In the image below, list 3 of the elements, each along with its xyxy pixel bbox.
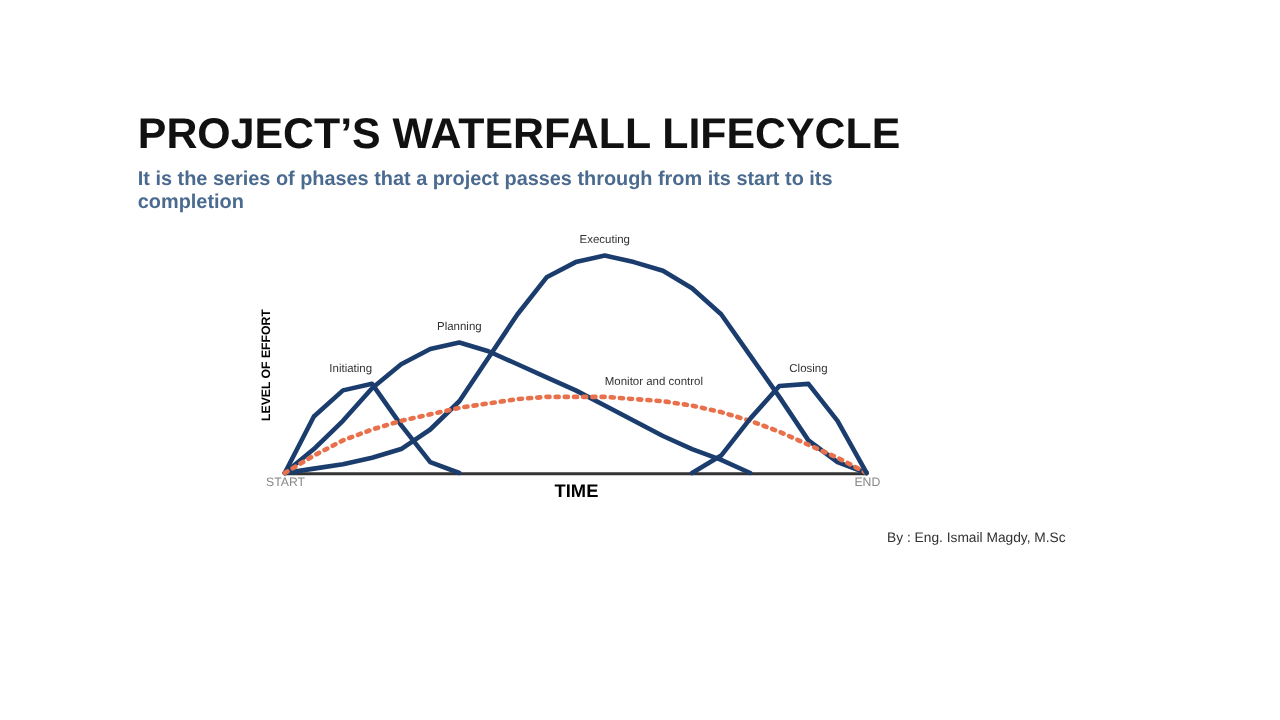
x-axis-title: TIME: [554, 480, 599, 501]
chart-title: PROJECT’S WATERFALL LIFECYCLE: [137, 110, 901, 159]
chart-subtitle: It is the series of phases that a project passes through from its start to its completion: [137, 169, 834, 215]
